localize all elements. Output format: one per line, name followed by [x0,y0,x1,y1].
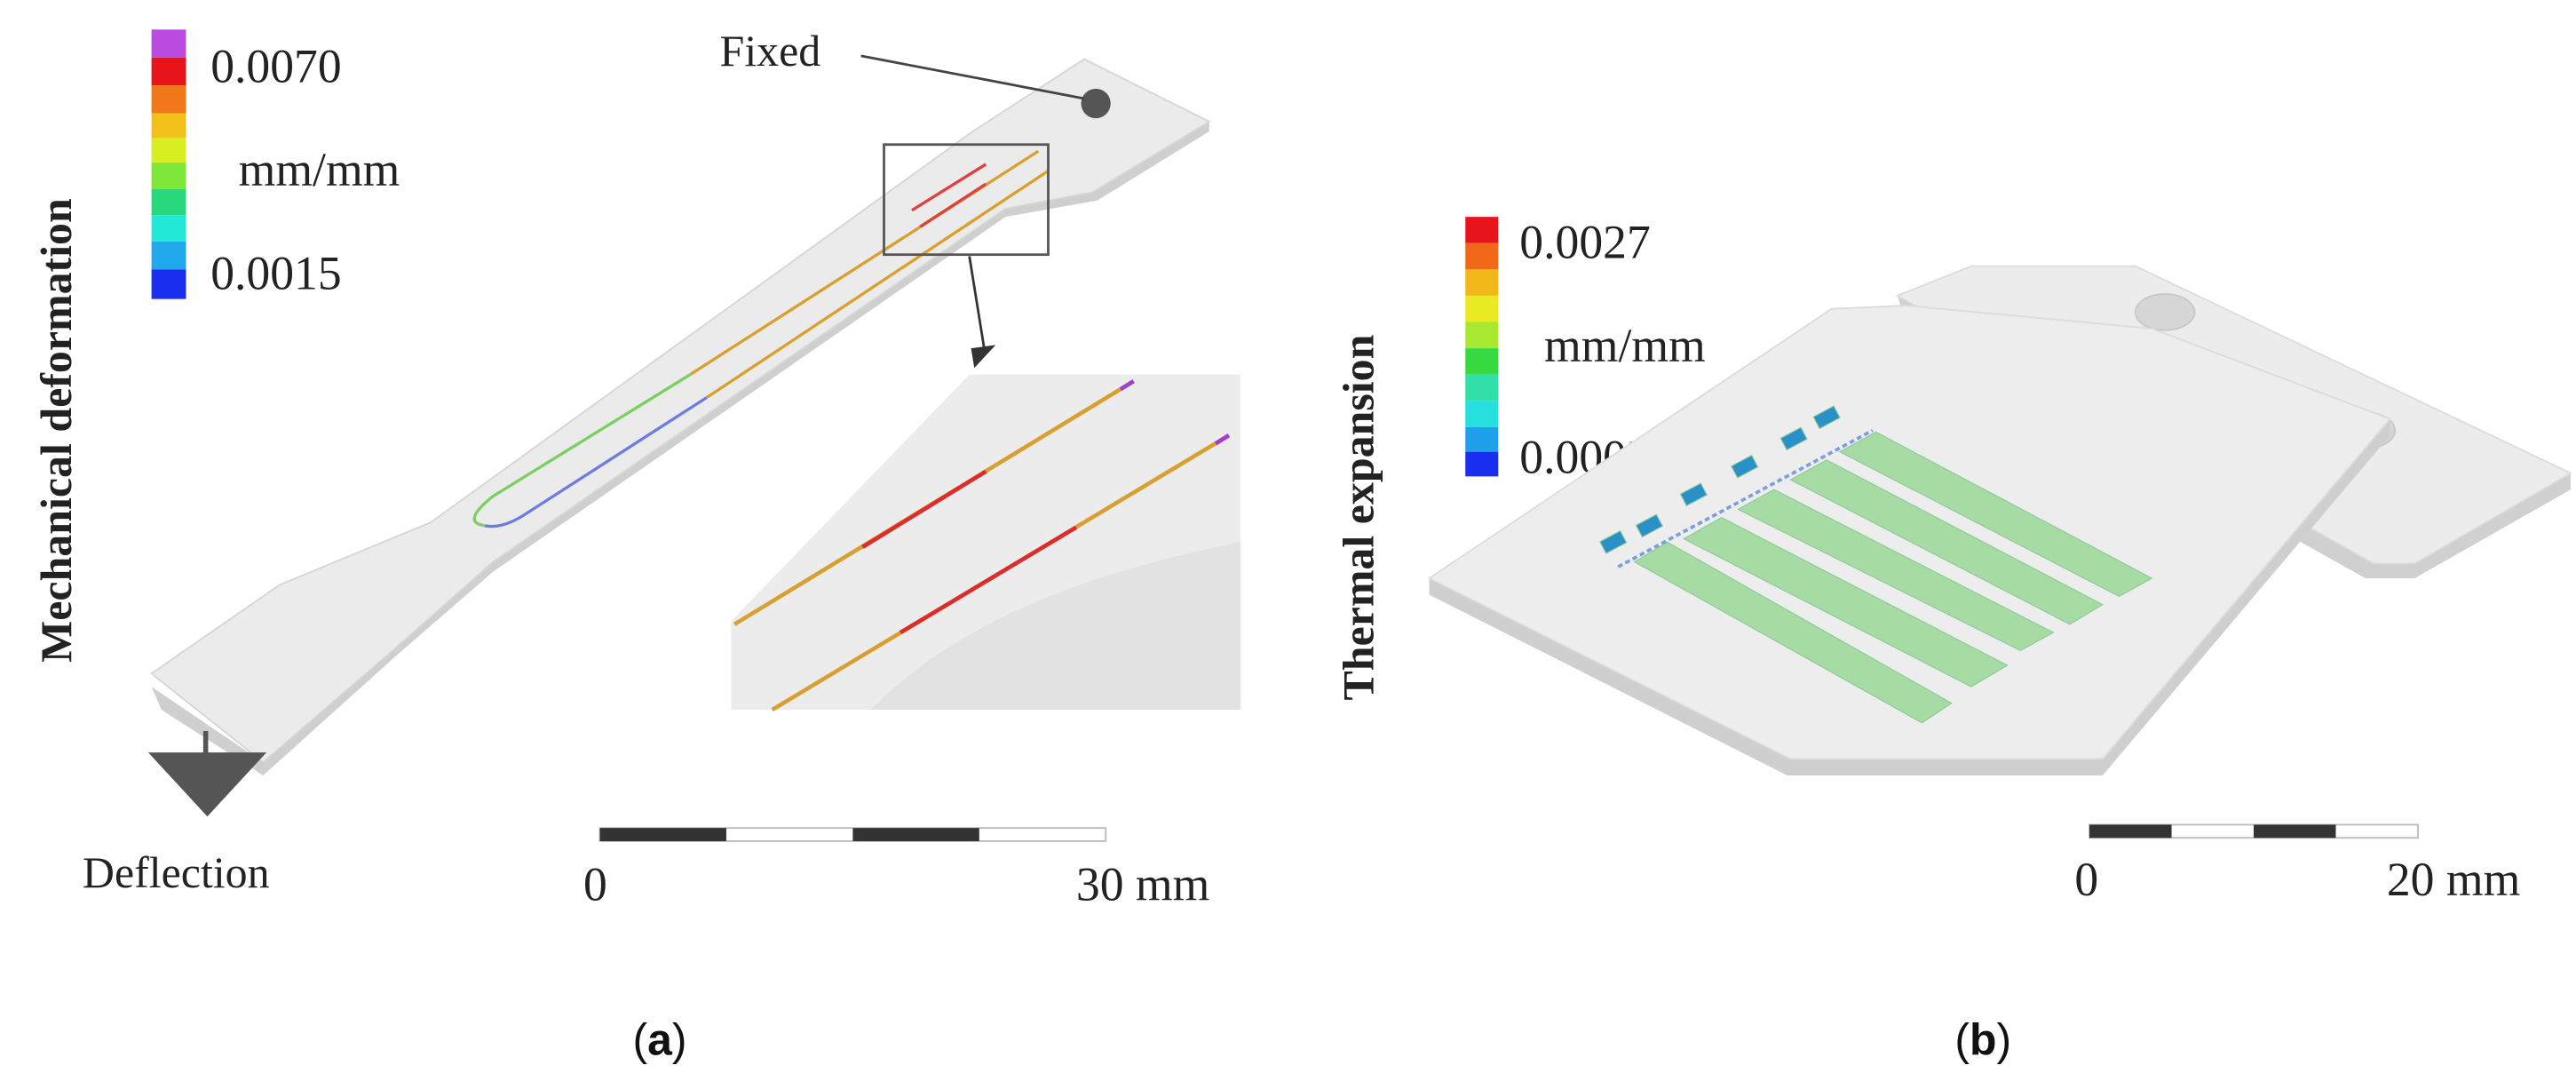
legend-max: 0.0027 [1519,215,1650,268]
scale-start: 0 [2074,853,2098,906]
scale-bar [2089,823,2419,839]
caption-open: ( [1954,1014,1970,1064]
specimen [150,58,1211,775]
axis-label: Mechanical deformation [32,198,81,663]
legend-unit: mm/mm [239,143,400,196]
color-bar [1465,217,1499,477]
scale-start: 0 [583,858,607,911]
zoom-arrow [968,256,986,349]
fixed-point [1081,88,1111,119]
caption-close: ) [672,1014,687,1064]
axis-label: Thermal expansion [1335,334,1383,700]
panel-b: 0.0027 mm/mm 0.0003 Thermal expansion [1335,215,2572,1064]
leader-line [860,54,1085,100]
legend-max: 0.0070 [210,39,341,92]
panel-a: 0.0070 mm/mm 0.0015 Mechanical deformati… [32,27,1240,1064]
deflection-label: Deflection [83,848,270,897]
zoom-arrowhead [971,345,996,369]
color-bar [151,29,186,299]
deflection-arrow [147,752,267,817]
zoom-box [883,143,1050,257]
caption-letter: a [647,1014,673,1064]
legend-unit: mm/mm [1544,319,1706,372]
strain-gauge [472,149,1050,529]
sensor-strips [1599,405,2153,724]
caption-close: ) [1997,1014,2012,1064]
scale-end: 30 mm [1076,858,1209,911]
caption: (b) [1954,1014,2011,1064]
caption-letter: b [1970,1014,1997,1064]
zoom-inset [731,374,1240,711]
scale-end: 20 mm [2387,853,2520,906]
fixed-label: Fixed [720,27,821,76]
scale-bar [598,827,1107,842]
legend-min: 0.0015 [210,247,341,300]
caption: (a) [633,1014,687,1064]
caption-open: ( [633,1014,648,1064]
